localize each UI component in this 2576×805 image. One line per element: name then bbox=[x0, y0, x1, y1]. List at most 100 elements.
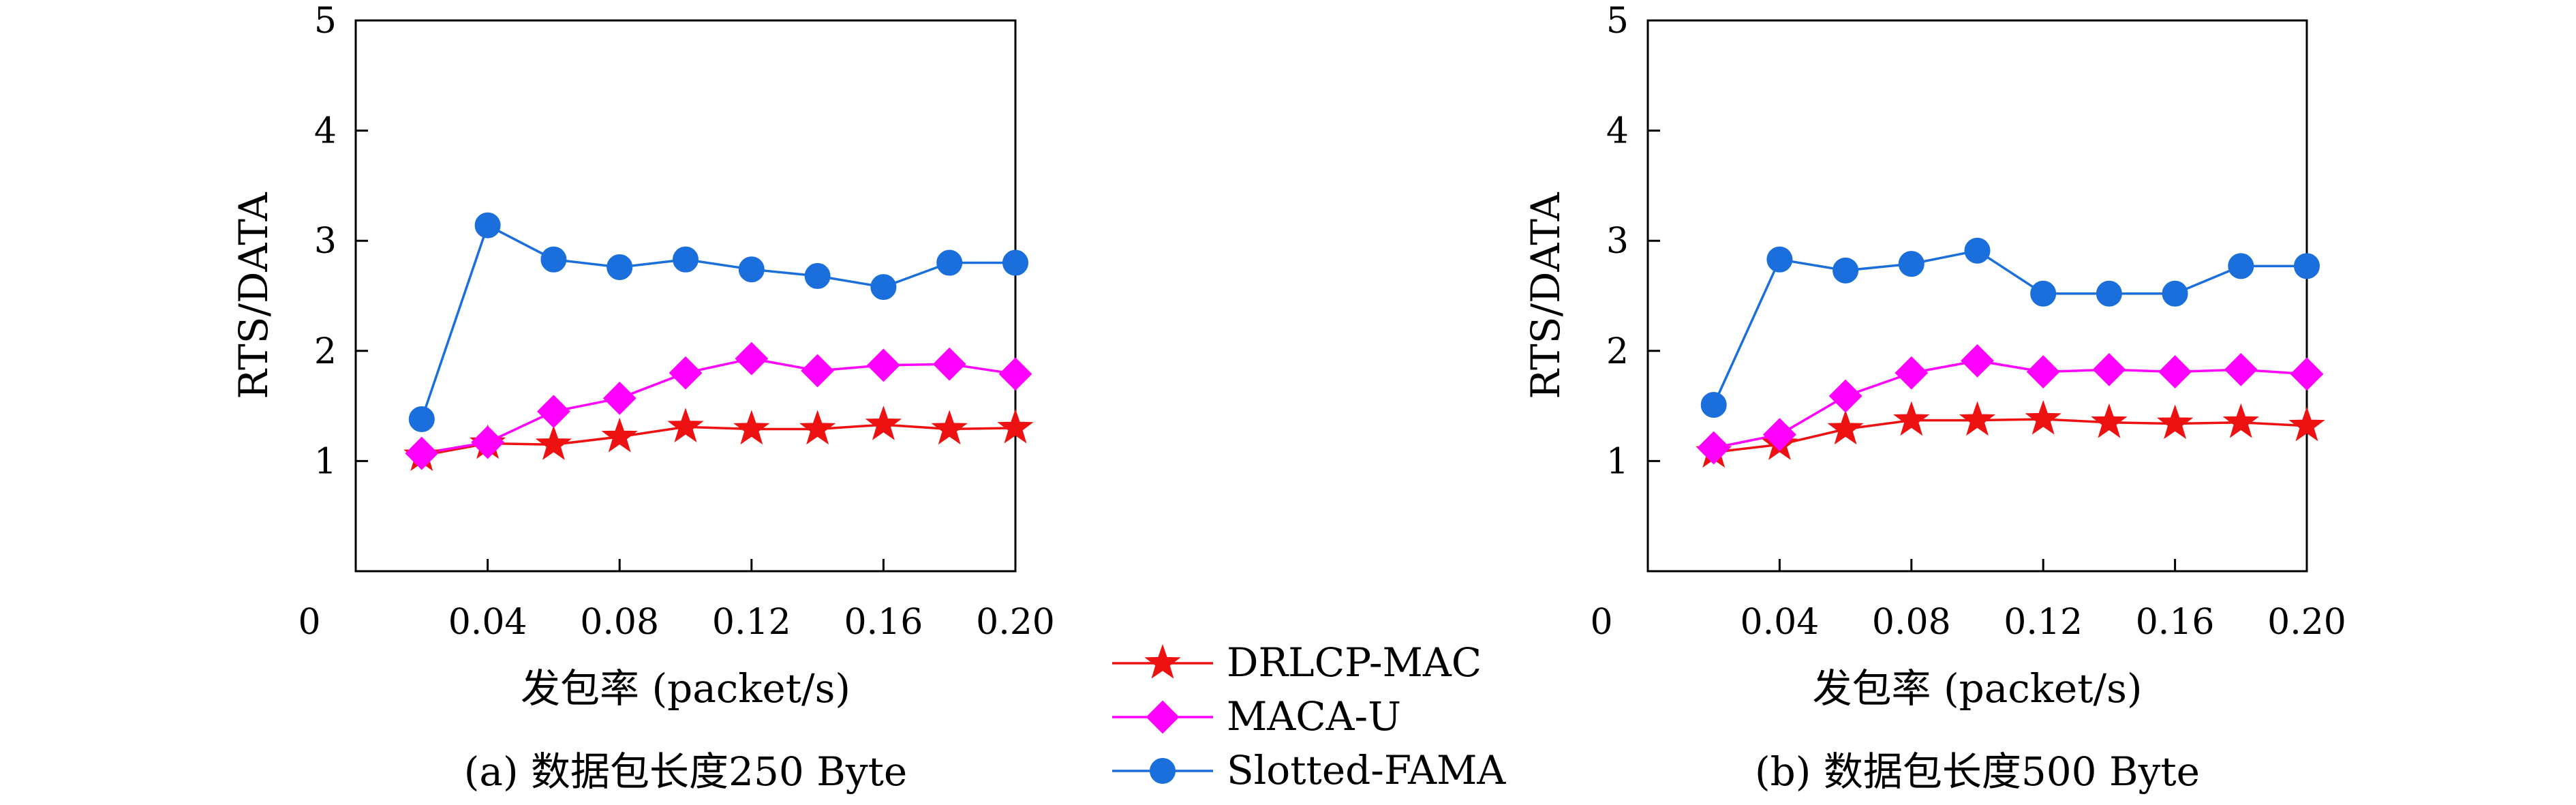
legend-label-maca-u: MACA-U bbox=[1227, 693, 1401, 740]
panel-b-y-axis-label: RTS/DATA bbox=[1522, 192, 1569, 399]
panel-a-x-tick-label: 0.16 bbox=[844, 602, 923, 643]
panel-a-point-slotted-fama bbox=[540, 246, 567, 273]
panel-a-point-slotted-fama bbox=[607, 254, 633, 280]
panel-b-point-maca-u bbox=[1961, 344, 1994, 378]
panel-a-point-maca-u bbox=[866, 348, 900, 382]
panel-b-point-slotted-fama bbox=[2030, 280, 2057, 307]
panel-b-x-tick-label: 0.20 bbox=[2267, 602, 2346, 643]
panel-b-point-maca-u bbox=[1828, 379, 1862, 413]
panel-a-point-maca-u bbox=[735, 341, 769, 376]
panel-a-point-slotted-fama bbox=[474, 212, 501, 239]
panel-b-point-drlcp-mac bbox=[2288, 406, 2325, 442]
panel-a-point-drlcp-mac bbox=[535, 425, 572, 460]
panel-a-point-maca-u bbox=[602, 381, 637, 415]
panel-b-y-tick-label: 3 bbox=[1606, 221, 1629, 262]
panel-b-x-tick-label: 0.04 bbox=[1741, 602, 1820, 643]
panel-a-y-tick-label: 3 bbox=[314, 221, 337, 262]
panel-a: 1 2 3 4 5 0 0.04 0.08 0.12 0.16 0.20 发包率 (packet/s)… bbox=[230, 1, 1055, 795]
panel-b-point-drlcp-mac bbox=[2156, 404, 2194, 440]
panel-b-series-line-maca-u bbox=[1713, 359, 2307, 449]
panel-b-y-tick-label: 2 bbox=[1606, 331, 1629, 372]
panel-b-point-slotted-fama bbox=[1898, 251, 1925, 277]
panel-b-x-axis-label: 发包率 (packet/s) bbox=[1813, 665, 2143, 712]
panel-b-series-line-slotted-fama bbox=[1713, 249, 2307, 406]
panel-a-y-tick-label: 2 bbox=[314, 331, 337, 372]
panel-b-point-slotted-fama bbox=[1766, 246, 1793, 273]
panel-a-series-line-drlcp-mac bbox=[421, 423, 1016, 457]
legend-label-slotted-fama: Slotted-FAMA bbox=[1227, 747, 1506, 793]
panel-a-point-maca-u bbox=[932, 347, 966, 381]
panel-a-point-slotted-fama bbox=[408, 406, 435, 432]
panel-b-x-tick-label: 0 bbox=[1590, 602, 1612, 643]
panel-b-y-tick-label: 4 bbox=[1606, 111, 1629, 152]
panel-a-point-slotted-fama bbox=[1002, 249, 1028, 276]
panel-a-y-tick-label: 4 bbox=[314, 111, 337, 152]
legend-marker-maca-u bbox=[1146, 700, 1180, 734]
panel-a-series-line-slotted-fama bbox=[420, 224, 1015, 420]
panel-a-series-line-maca-u bbox=[421, 357, 1016, 455]
panel-b-point-maca-u bbox=[2026, 355, 2060, 389]
panel-a-point-maca-u bbox=[801, 354, 835, 388]
panel-a-x-axis-label: 发包率 (packet/s) bbox=[521, 665, 850, 712]
panel-a-plot-frame bbox=[354, 19, 1017, 573]
panel-a-point-drlcp-mac bbox=[799, 410, 836, 445]
panel-b-point-drlcp-mac bbox=[1959, 401, 1996, 436]
legend-marker-slotted-fama bbox=[1150, 758, 1176, 784]
panel-b-point-slotted-fama bbox=[1833, 257, 1859, 284]
panel-a-point-slotted-fama bbox=[936, 249, 963, 276]
panel-b-point-slotted-fama bbox=[1964, 237, 1991, 264]
panel-b-point-maca-u bbox=[2158, 355, 2192, 389]
panel-b-point-drlcp-mac bbox=[2222, 403, 2259, 438]
panel-a-y-tick-label: 5 bbox=[314, 1, 337, 42]
panel-a-x-tick-label: 0.12 bbox=[712, 602, 791, 643]
panel-a-point-drlcp-mac bbox=[997, 408, 1034, 444]
panel-a-x-tick-label: 0.20 bbox=[976, 602, 1055, 643]
panel-b-point-maca-u bbox=[1895, 356, 1929, 390]
panel-a-point-drlcp-mac bbox=[931, 410, 968, 445]
panel-a-y-axis-label: RTS/DATA bbox=[230, 192, 277, 399]
panel-b-point-drlcp-mac bbox=[2091, 403, 2128, 438]
panel-b-x-tick-label: 0.08 bbox=[1872, 602, 1951, 643]
panel-b-plot-frame bbox=[1646, 19, 2308, 573]
legend-marker-drlcp-mac bbox=[1144, 643, 1181, 679]
panel-b-point-maca-u bbox=[2092, 352, 2126, 386]
panel-b-point-maca-u bbox=[1697, 431, 1731, 465]
panel-b-point-slotted-fama bbox=[2096, 280, 2122, 307]
panel-b: 1 2 3 4 5 0 0.04 0.08 0.12 0.16 0.20 发包率 (packet/s)… bbox=[1522, 1, 2346, 795]
panel-b-x-tick-label: 0.16 bbox=[2136, 602, 2215, 643]
panel-b-point-slotted-fama bbox=[2162, 280, 2188, 307]
panel-b-point-drlcp-mac bbox=[2025, 399, 2061, 435]
panel-a-point-maca-u bbox=[536, 395, 570, 429]
panel-b-x-tick-label: 0.12 bbox=[2004, 602, 2083, 643]
panel-b-point-slotted-fama bbox=[1700, 391, 1727, 418]
panel-b-point-drlcp-mac bbox=[1827, 410, 1864, 445]
panel-a-point-maca-u bbox=[669, 356, 703, 390]
panel-a-point-drlcp-mac bbox=[667, 408, 704, 442]
legend-label-drlcp-mac: DRLCP-MAC bbox=[1227, 639, 1482, 686]
panel-b-y-tick-label: 1 bbox=[1606, 441, 1629, 482]
panel-a-y-tick-label: 1 bbox=[314, 441, 337, 482]
panel-b-point-maca-u bbox=[1762, 418, 1796, 452]
panel-b-point-slotted-fama bbox=[2228, 253, 2254, 279]
panel-a-point-slotted-fama bbox=[673, 246, 699, 273]
panel-a-x-tick-label: 0.08 bbox=[580, 602, 659, 643]
panel-b-point-maca-u bbox=[2224, 352, 2258, 386]
panel-a-point-slotted-fama bbox=[738, 256, 765, 283]
panel-b-point-drlcp-mac bbox=[1893, 401, 1930, 436]
panel-b-y-tick-label: 5 bbox=[1606, 1, 1629, 42]
panel-a-point-maca-u bbox=[405, 436, 439, 470]
panel-a-caption: (a) 数据包长度250 Byte bbox=[464, 748, 907, 795]
panel-a-point-maca-u bbox=[998, 357, 1032, 391]
panel-a-x-tick-label: 0.04 bbox=[448, 602, 527, 643]
panel-b-point-maca-u bbox=[2290, 357, 2324, 391]
panel-b-point-slotted-fama bbox=[2294, 253, 2320, 279]
panel-b-series-line-drlcp-mac bbox=[1713, 418, 2307, 454]
legend: DRLCP-MAC MACA-U Slotted-FAMA bbox=[1112, 639, 1506, 793]
panel-a-point-drlcp-mac bbox=[733, 410, 770, 445]
panel-a-x-tick-label: 0 bbox=[298, 602, 320, 643]
panel-a-point-maca-u bbox=[471, 425, 505, 459]
panel-a-point-slotted-fama bbox=[870, 274, 897, 301]
panel-a-point-drlcp-mac bbox=[601, 417, 638, 453]
panel-a-point-drlcp-mac bbox=[865, 406, 902, 440]
